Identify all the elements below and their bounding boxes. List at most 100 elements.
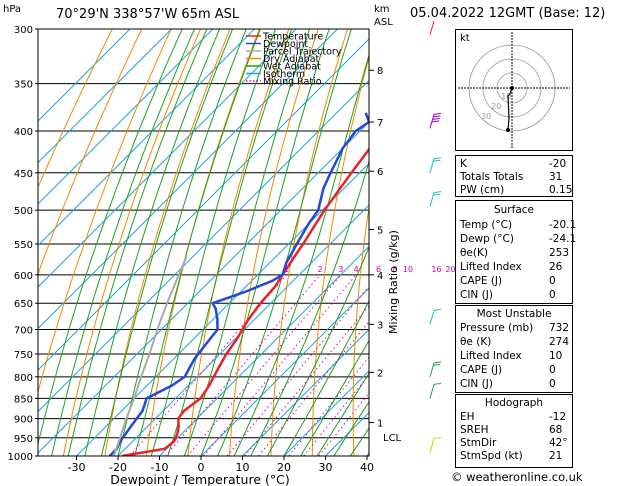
pressure-tick-label: 300 (14, 25, 33, 36)
pressure-tick-label: 600 (14, 271, 33, 282)
wet-adiabat-line (266, 245, 369, 456)
isotherm-line (38, 29, 131, 122)
mu-row: CIN (J) 0 (456, 378, 572, 390)
height-tick-label: 6 (377, 167, 383, 178)
hodograph-panel: kt 10 20 30 (455, 29, 573, 151)
dry-adiabat-line (38, 29, 172, 394)
isotherm-line (38, 29, 172, 164)
isotherm-line (76, 162, 369, 456)
hodo-label: StmSpd (kt) (460, 450, 523, 462)
hodo-row: StmDir 42° (456, 437, 572, 449)
surface-label: CAPE (J) (460, 275, 503, 287)
mu-row: CAPE (J) 0 (456, 364, 572, 376)
mu-row: Lifted Index 10 (456, 350, 572, 362)
wind-barb (429, 158, 435, 173)
height-tick-label: 1 (377, 419, 383, 430)
mixing-ratio-line (203, 274, 357, 456)
wind-barb-flag (432, 120, 440, 123)
isotherm-line (200, 287, 369, 456)
mixing-ratio-label: 3 (338, 265, 343, 274)
hodo-label: StmDir (460, 437, 497, 449)
wet-adiabat-line (100, 29, 234, 456)
pressure-tick-label: 350 (14, 80, 33, 91)
surface-value: -24.1 (549, 233, 577, 245)
wind-barb (429, 192, 435, 207)
wet-adiabat-line (316, 372, 369, 456)
dry-adiabat-line (606, 29, 629, 456)
wind-barb-flag (433, 157, 442, 160)
location-title: 70°29'N 338°57'W 65m ASL (56, 7, 240, 22)
mu-row: θe (K) 274 (456, 336, 572, 348)
surface-row: θe(K) 253 (456, 247, 572, 259)
surface-value: 0 (549, 275, 556, 287)
isotherm-line (38, 38, 369, 371)
surface-title: Surface (493, 204, 534, 216)
hodograph-unit-label: kt (460, 33, 470, 44)
hodo-row: EH -12 (456, 411, 572, 423)
hodograph-table-panel: Hodograph EH -12 SREH 68 StmDir 42° StmSpd … (455, 394, 573, 468)
legend-label: Parcel Trajectory (263, 47, 342, 58)
surface-label: Temp (°C) (460, 219, 513, 231)
index-label: K (460, 158, 467, 170)
pressure-tick-label: 700 (14, 326, 33, 337)
wet-adiabat-line (67, 29, 208, 456)
mixing-ratio-label: 1 (284, 265, 289, 274)
wet-adiabat-line (283, 299, 369, 456)
hodo-row: StmSpd (kt) 21 (456, 450, 572, 462)
asl-unit-label: ASL (374, 17, 393, 28)
wet-adiabat-line (333, 400, 369, 456)
wind-barb-flag (433, 191, 442, 194)
dry-adiabat-line (187, 29, 290, 456)
wind-barb (429, 362, 435, 377)
most-unstable-title: Most Unstable (476, 308, 552, 320)
surface-row: Temp (°C) -20.1 (456, 219, 576, 231)
wet-adiabat-line (300, 339, 369, 456)
hodo-value: 42° (549, 437, 568, 449)
legend-label: Isotherm (263, 69, 305, 80)
mu-row: Pressure (mb) 732 (456, 322, 572, 334)
pressure-tick-label: 1000 (8, 452, 33, 463)
mu-label: CAPE (J) (460, 364, 503, 376)
dry-adiabat-line (228, 29, 319, 456)
dry-adiabat-line (311, 55, 369, 456)
wind-barb-flag (433, 436, 442, 439)
wet-adiabat-line (217, 29, 352, 456)
mixing-ratio-line (187, 274, 342, 456)
temperature-tick-label: 0 (198, 461, 205, 474)
pressure-tick-label: 950 (14, 434, 33, 445)
hodograph-point (506, 128, 510, 132)
indices-panel: K -20 Totals Totals 31 PW (cm) 0.15 (455, 155, 573, 197)
height-tick-label: 3 (377, 320, 383, 331)
hpa-unit-label: hPa (3, 4, 22, 15)
wind-barb-flag (433, 159, 441, 162)
wet-adiabat-line (84, 29, 220, 456)
isotherm-line (38, 29, 338, 330)
wet-adiabat-line (134, 29, 261, 456)
wind-barb-flag (433, 115, 441, 118)
height-tick-label: 7 (377, 118, 383, 129)
wind-barb-flag (432, 117, 440, 120)
mu-label: θe (K) (460, 336, 492, 348)
mixing-ratio-label: 16 (431, 265, 441, 274)
wet-adiabat-line (150, 29, 276, 456)
mu-label: Lifted Index (460, 350, 522, 362)
mixing-ratio-line (226, 285, 369, 456)
index-value: 0.15 (549, 184, 573, 196)
hodograph-point (510, 86, 514, 90)
credit-text[interactable]: © weatheronline.co.uk (451, 470, 583, 484)
legend-label: Mixing Ratio (263, 77, 322, 88)
mu-value: 10 (549, 350, 563, 362)
isotherm-line (242, 328, 369, 456)
mixing-ratio-label: 4 (354, 265, 359, 274)
hodo-value: -12 (549, 411, 567, 423)
plot-frame (37, 28, 370, 457)
dry-adiabat-line (38, 29, 143, 276)
mixing-ratio-line (165, 274, 321, 456)
km-unit-label: km (374, 4, 390, 15)
wet-adiabat-line (250, 159, 369, 456)
surface-value: 253 (549, 247, 570, 259)
mu-label: CIN (J) (460, 378, 493, 390)
most-unstable-panel: Most Unstable Pressure (mb) 732 θe (K) 274… (455, 305, 573, 393)
